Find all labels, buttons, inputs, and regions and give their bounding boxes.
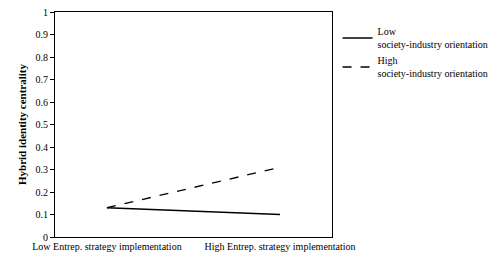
svg-text:Hybrid identity centrality: Hybrid identity centrality: [16, 64, 28, 185]
svg-text:0.1: 0.1: [36, 209, 49, 220]
svg-text:Highsociety-industry orientati: Highsociety-industry orientation: [378, 55, 488, 79]
svg-text:0.8: 0.8: [36, 52, 49, 63]
svg-text:0.9: 0.9: [36, 29, 49, 40]
svg-text:0.4: 0.4: [36, 142, 49, 153]
svg-text:0.3: 0.3: [36, 164, 49, 175]
svg-text:0.6: 0.6: [36, 97, 49, 108]
svg-text:Lowsociety-industry orientatio: Lowsociety-industry orientation: [378, 26, 488, 50]
svg-text:0.2: 0.2: [36, 187, 49, 198]
svg-text:0.5: 0.5: [36, 119, 49, 130]
svg-text:High Entrep. strategy implemen: High Entrep. strategy implementation: [205, 241, 356, 252]
svg-text:0: 0: [43, 232, 48, 243]
svg-text:1: 1: [43, 7, 48, 18]
svg-text:0.7: 0.7: [36, 74, 49, 85]
svg-text:Low Entrep. strategy implement: Low Entrep. strategy implementation: [32, 241, 181, 252]
